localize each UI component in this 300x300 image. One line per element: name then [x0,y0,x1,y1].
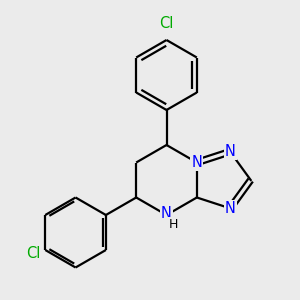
Text: H: H [169,218,178,230]
Text: N: N [225,201,236,216]
Text: N: N [191,155,202,170]
Text: N: N [225,144,236,159]
Text: Cl: Cl [26,247,40,262]
Text: Cl: Cl [159,16,174,32]
Text: N: N [161,206,172,220]
